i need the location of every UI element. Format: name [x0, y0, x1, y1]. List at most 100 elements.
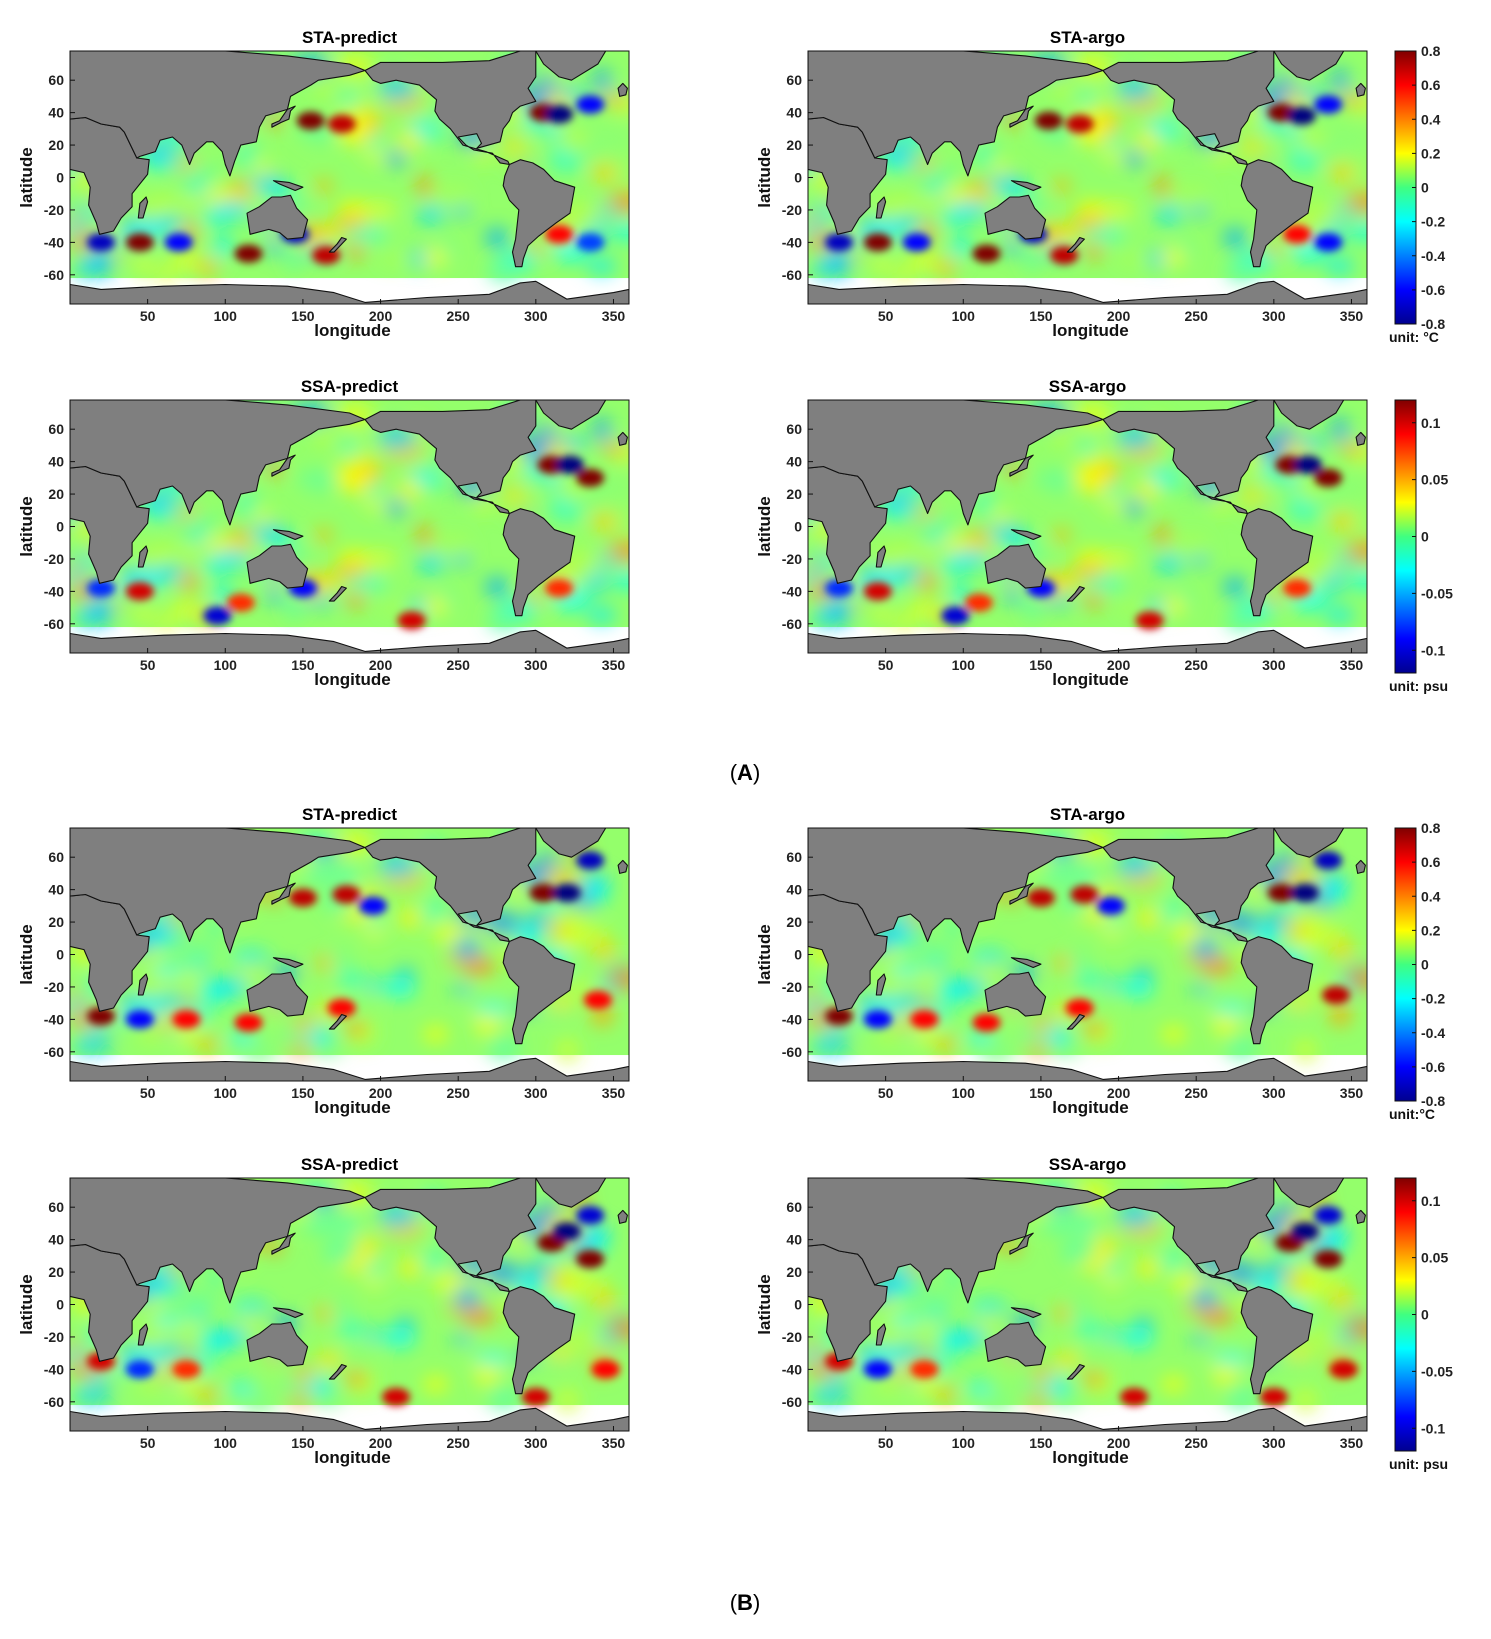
texture-blob	[423, 473, 446, 491]
texture-blob	[1224, 258, 1259, 283]
x-tick-label: 300	[524, 308, 548, 324]
x-tick-label: 250	[447, 1435, 471, 1451]
texture-blob	[1084, 591, 1103, 609]
texture-blob	[1061, 1238, 1097, 1265]
texture-blob	[1154, 205, 1184, 225]
section-close: )	[753, 760, 760, 785]
texture-blob	[889, 1313, 922, 1328]
land-mask	[70, 1178, 629, 1431]
texture-blob	[157, 993, 186, 1010]
texture-blob	[347, 574, 388, 592]
landmass	[1009, 454, 1034, 477]
texture-blob	[1170, 185, 1210, 208]
texture-blob	[140, 507, 180, 521]
y-tick-label: 0	[794, 519, 802, 535]
anomaly-point	[397, 611, 426, 630]
y-tick-label: -20	[44, 551, 64, 567]
colorbar-tick-label: -0.2	[1421, 214, 1445, 230]
y-tick-label: -20	[44, 202, 64, 218]
landmass	[808, 1407, 1367, 1431]
anomaly-point	[1293, 455, 1322, 474]
landmass	[535, 1178, 607, 1208]
anomaly-point	[545, 225, 574, 244]
panel-title: SSA-predict	[301, 1155, 399, 1174]
texture-blob	[302, 596, 338, 607]
anomaly-point	[863, 1010, 892, 1029]
panel-title: SSA-argo	[1049, 1155, 1126, 1174]
texture-blob	[935, 1036, 957, 1054]
texture-blob	[591, 511, 618, 533]
texture-blob	[893, 617, 917, 629]
texture-blob	[1346, 1317, 1367, 1341]
land-mask	[808, 400, 1367, 653]
texture-blob	[553, 126, 590, 149]
landmass	[502, 159, 576, 268]
texture-blob	[416, 554, 446, 574]
anomaly-point	[825, 1007, 854, 1026]
texture-blob	[367, 482, 383, 503]
x-tick-label: 350	[1340, 657, 1364, 673]
landmass	[70, 51, 366, 177]
x-tick-label: 250	[1185, 308, 1209, 324]
anomaly-point	[1283, 579, 1312, 598]
y-tick-label: -40	[782, 234, 802, 250]
texture-blob	[210, 549, 252, 569]
anomaly-point	[1314, 233, 1343, 252]
texture-blob	[264, 240, 284, 256]
texture-blob	[1170, 534, 1210, 557]
texture-blob	[537, 424, 558, 442]
landmass	[70, 1057, 629, 1081]
y-tick-label: -60	[44, 616, 64, 632]
texture-blob	[549, 920, 566, 938]
texture-blob	[1330, 126, 1367, 151]
texture-blob	[295, 472, 335, 484]
texture-blob	[1287, 920, 1304, 938]
texture-blob	[919, 195, 937, 211]
landmass	[1102, 400, 1275, 515]
texture-blob	[461, 956, 497, 977]
texture-blob	[323, 1238, 359, 1265]
x-tick-label: 250	[1185, 1435, 1209, 1451]
texture-blob	[332, 1298, 350, 1320]
texture-blob	[587, 257, 616, 275]
texture-blob	[1324, 1277, 1346, 1291]
landmass	[808, 280, 1367, 304]
texture-blob	[136, 1379, 170, 1396]
texture-blob	[367, 910, 383, 931]
texture-blob	[346, 1019, 365, 1037]
landmass	[808, 51, 1104, 177]
landmass	[1102, 828, 1275, 943]
anomaly-point	[125, 233, 154, 252]
texture-blob	[423, 901, 446, 919]
y-tick-label: -20	[782, 202, 802, 218]
x-tick-label: 100	[214, 657, 238, 673]
y-tick-label: 60	[48, 849, 64, 865]
anomaly-point	[863, 582, 892, 601]
landmass	[328, 1013, 347, 1030]
land-mask	[70, 400, 629, 653]
landmass	[1355, 859, 1366, 874]
anomaly-marks	[87, 851, 612, 1032]
texture-blob	[451, 206, 473, 218]
texture-blob	[1040, 596, 1076, 607]
texture-blob	[1161, 901, 1184, 919]
landmass	[328, 236, 347, 253]
y-tick-label: 0	[794, 947, 802, 963]
texture-blob	[1291, 126, 1328, 149]
texture-blob	[1353, 159, 1367, 185]
texture-blob	[210, 200, 252, 220]
texture-blob	[553, 903, 590, 926]
x-tick-label: 150	[291, 1435, 315, 1451]
landmass	[535, 51, 607, 81]
anomaly-point	[172, 1010, 201, 1029]
colorbar-tick-label: 0.1	[1421, 415, 1441, 431]
landmass	[1010, 180, 1042, 192]
texture-blob	[157, 565, 186, 582]
landmass	[1240, 508, 1314, 617]
texture-blob	[587, 568, 608, 594]
texture-blob	[1223, 576, 1247, 598]
texture-blob	[1325, 257, 1354, 275]
texture-blob	[366, 209, 393, 229]
